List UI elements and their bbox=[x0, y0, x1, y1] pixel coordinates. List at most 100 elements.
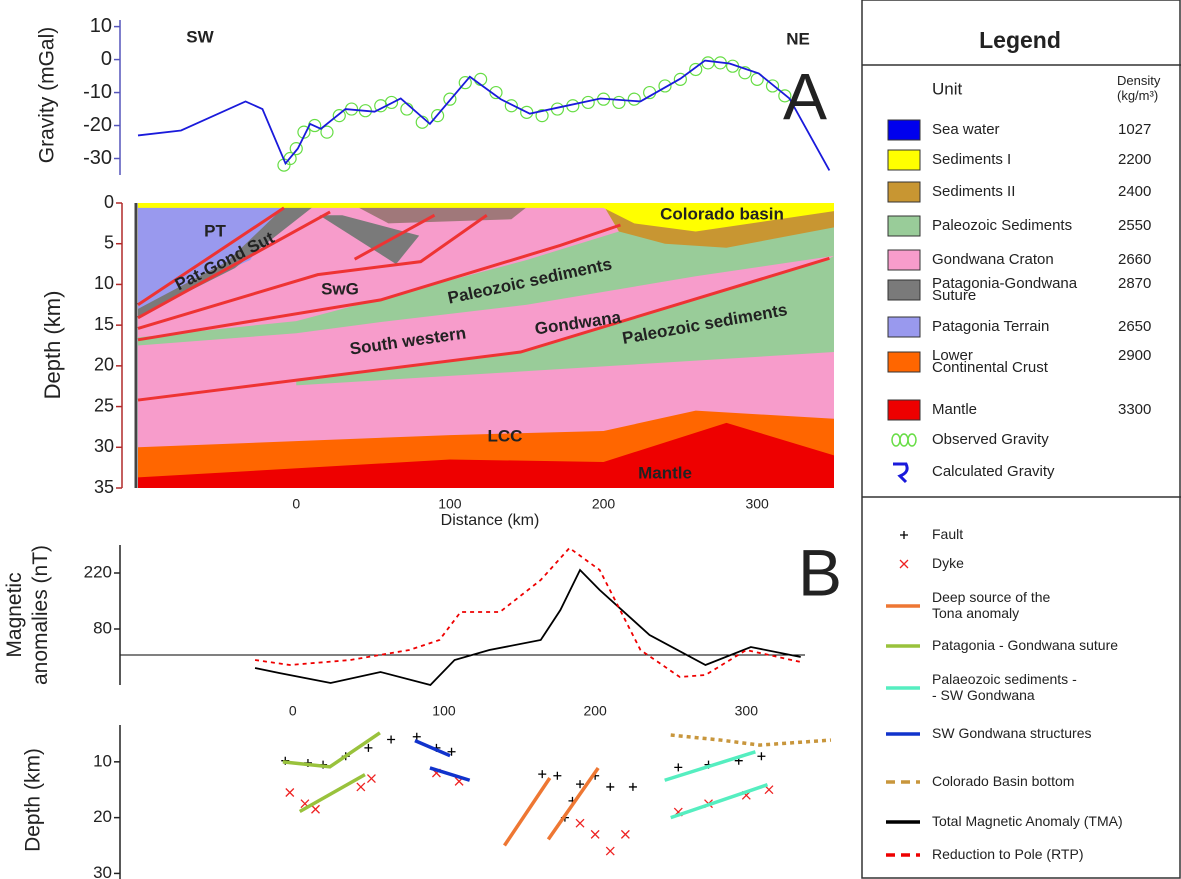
legend-density: 3300 bbox=[1118, 401, 1151, 418]
fault-marker bbox=[606, 783, 614, 791]
legend-label: Paleozoic Sediments bbox=[932, 217, 1072, 234]
fault-marker bbox=[387, 736, 395, 744]
legend-swatch bbox=[888, 120, 920, 140]
legend-title: Legend bbox=[979, 27, 1061, 53]
y-tick-label: 35 bbox=[94, 477, 114, 497]
legend-swatch bbox=[888, 150, 920, 170]
series-line bbox=[300, 775, 365, 812]
legend-swatch bbox=[888, 400, 920, 420]
legend-density: 1027 bbox=[1118, 121, 1151, 138]
y-axis-title: Depth (km) bbox=[22, 748, 45, 852]
fault-marker bbox=[553, 772, 561, 780]
legend-swatch bbox=[888, 280, 920, 300]
y-tick-label: 20 bbox=[93, 807, 112, 826]
legend-label: Patagonia-GondwanaSuture bbox=[932, 275, 1078, 304]
legend-label: SW Gondwana structures bbox=[932, 725, 1092, 741]
y-tick-label: 5 bbox=[104, 232, 114, 252]
legend-label: Mantle bbox=[932, 401, 977, 418]
y-tick-label: 25 bbox=[94, 395, 114, 415]
y-tick-label: -20 bbox=[83, 114, 112, 136]
legend-label: Sea water bbox=[932, 121, 1000, 138]
legend-swatch bbox=[888, 317, 920, 337]
x-tick-label: 0 bbox=[292, 496, 300, 512]
x-tick-label: 300 bbox=[745, 496, 769, 512]
dyke-marker bbox=[591, 830, 599, 838]
y-tick-label: -10 bbox=[83, 81, 112, 103]
dyke-marker bbox=[357, 783, 365, 791]
series-line bbox=[671, 785, 768, 818]
legend-swatch bbox=[888, 352, 920, 372]
legend-label: Total Magnetic Anomaly (TMA) bbox=[932, 813, 1123, 829]
y-tick-label: 30 bbox=[93, 863, 112, 879]
fault-marker bbox=[900, 531, 908, 539]
series-line bbox=[415, 741, 450, 756]
legend-swatch bbox=[888, 216, 920, 236]
legend-label: Observed Gravity bbox=[932, 431, 1049, 448]
series-line bbox=[255, 570, 801, 685]
legend-symbol bbox=[908, 434, 916, 446]
x-tick-label: 100 bbox=[432, 703, 456, 719]
legend-density: 2870 bbox=[1118, 275, 1151, 292]
x-tick-label: 0 bbox=[289, 703, 297, 719]
legend-label: Gondwana Craton bbox=[932, 251, 1054, 268]
legend-label: Sediments II bbox=[932, 183, 1015, 200]
section-label: Colorado basin bbox=[660, 204, 784, 223]
series-line bbox=[548, 768, 598, 839]
legend-symbol bbox=[892, 434, 900, 446]
legend-label: Sediments I bbox=[932, 151, 1011, 168]
x-tick-label: 300 bbox=[735, 703, 759, 719]
y-tick-label: 10 bbox=[94, 273, 114, 293]
legend-density: 2200 bbox=[1118, 151, 1151, 168]
legend-label: Calculated Gravity bbox=[932, 463, 1055, 480]
legend-label: Patagonia Terrain bbox=[932, 318, 1049, 335]
legend-label: Fault bbox=[932, 526, 963, 542]
legend-density: 2650 bbox=[1118, 318, 1151, 335]
dyke-marker bbox=[286, 789, 294, 797]
dyke-marker bbox=[367, 775, 375, 783]
fault-marker bbox=[757, 752, 765, 760]
y-axis-title: Depth (km) bbox=[40, 291, 65, 400]
legend-swatch bbox=[888, 250, 920, 270]
x-tick-label: 200 bbox=[583, 703, 607, 719]
legend-label: Dyke bbox=[932, 555, 964, 571]
series-line bbox=[283, 733, 380, 767]
legend-label: Reduction to Pole (RTP) bbox=[932, 846, 1083, 862]
section-label: PT bbox=[204, 221, 226, 240]
legend-swatch bbox=[888, 182, 920, 202]
panel-label: A bbox=[783, 59, 827, 133]
legend-density: 2900 bbox=[1118, 347, 1151, 364]
direction-label: SW bbox=[186, 27, 214, 46]
figure: 100-10-20-30Gravity (mGal)SWNEAPTPat-Gon… bbox=[0, 0, 1181, 879]
y-tick-label: 10 bbox=[93, 751, 112, 770]
fault-marker bbox=[538, 770, 546, 778]
dyke-marker bbox=[900, 560, 908, 568]
y-tick-label: 0 bbox=[101, 48, 112, 70]
observed-point bbox=[702, 57, 714, 69]
y-axis-title: Gravity (mGal) bbox=[36, 27, 59, 164]
section-label: SwG bbox=[321, 279, 359, 298]
series-line bbox=[671, 735, 831, 745]
dyke-marker bbox=[312, 805, 320, 813]
fault-marker bbox=[674, 763, 682, 771]
series-line bbox=[138, 61, 829, 171]
series-line bbox=[255, 548, 801, 677]
x-tick-label: 100 bbox=[438, 496, 462, 512]
fault-marker bbox=[629, 783, 637, 791]
y-axis-title: Magneticanomalies (nT) bbox=[3, 545, 52, 685]
section-label: Mantle bbox=[638, 463, 692, 482]
y-tick-label: 80 bbox=[93, 618, 112, 637]
y-tick-label: 15 bbox=[94, 314, 114, 334]
legend-density: 2400 bbox=[1118, 183, 1151, 200]
legend-density: 2660 bbox=[1118, 251, 1151, 268]
observed-point bbox=[628, 93, 640, 105]
y-tick-label: -30 bbox=[83, 147, 112, 169]
panel-label: B bbox=[798, 535, 842, 609]
y-tick-label: 20 bbox=[94, 355, 114, 375]
legend-symbol bbox=[900, 434, 908, 446]
legend-label: Palaeozoic sediments -- SW Gondwana bbox=[932, 671, 1077, 703]
x-axis-title: Distance (km) bbox=[441, 512, 540, 529]
legend-header: Density(kg/m³) bbox=[1117, 73, 1161, 103]
dyke-marker bbox=[606, 847, 614, 855]
